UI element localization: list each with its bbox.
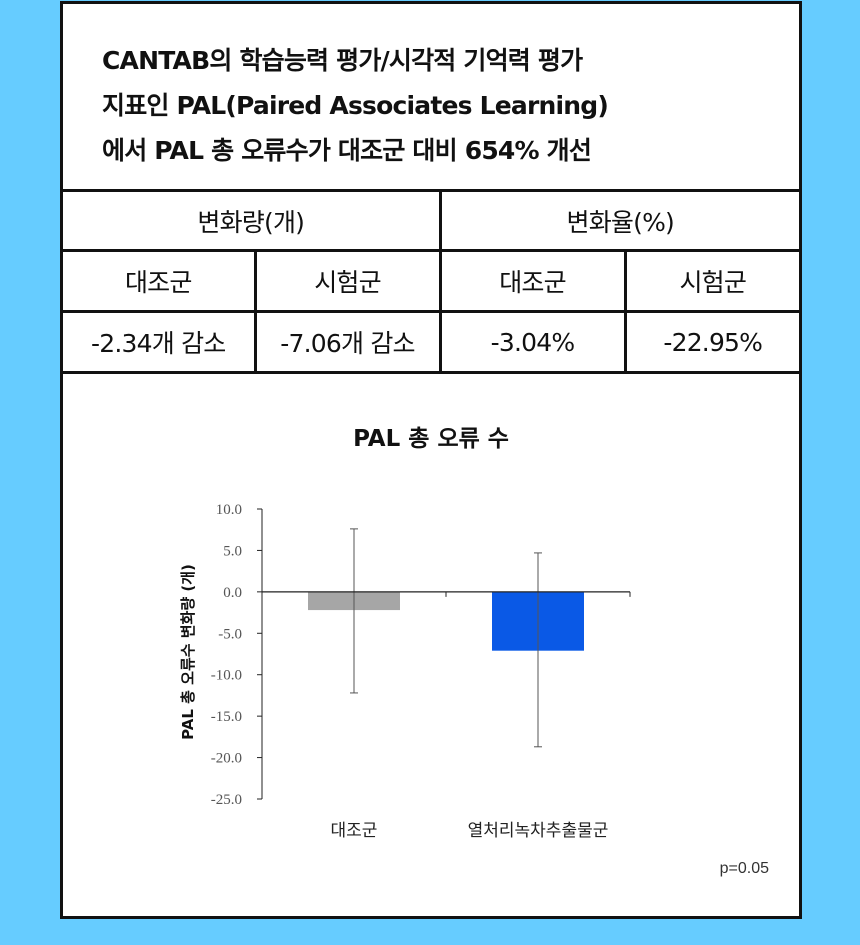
value-control-rate: -3.04% (438, 311, 625, 374)
y-tick-label: 10.0 (216, 502, 242, 518)
y-tick-label: 5.0 (223, 543, 242, 559)
sub-header-test-amount: 시험군 (253, 250, 440, 313)
chart-area: PAL 총 오류 수 PAL 총 오류수 변화량 (개) 10.0 5.0 0.0 -… (63, 374, 799, 914)
summary-table: 변화량(개) 변화율(%) 대조군 시험군 대조군 시험군 -2.34개 감소 … (63, 192, 799, 374)
sub-header-control-rate: 대조군 (438, 250, 625, 313)
y-tick-label: -25.0 (211, 792, 242, 808)
info-card: CANTAB의 학습능력 평가/시각적 기억력 평가 지표인 PAL(Paire… (60, 1, 802, 919)
y-tick-label: -20.0 (211, 751, 242, 767)
headline: CANTAB의 학습능력 평가/시각적 기억력 평가 지표인 PAL(Paire… (63, 4, 799, 192)
sub-header-row: 대조군 시험군 대조군 시험군 (63, 250, 799, 313)
headline-line-2: 지표인 PAL(Paired Associates Learning) (102, 91, 609, 120)
group-header-change-amount: 변화량(개) (63, 192, 440, 252)
sub-header-control-amount: 대조군 (63, 250, 255, 313)
value-control-amount: -2.34개 감소 (63, 311, 255, 374)
y-tick-label: -15.0 (211, 709, 242, 725)
x-category-label: 열처리녹차추출물군 (468, 821, 609, 841)
group-header-row: 변화량(개) 변화율(%) (63, 192, 799, 252)
p-value-annotation: p=0.05 (720, 860, 769, 877)
pal-error-bar-chart: PAL 총 오류 수 PAL 총 오류수 변화량 (개) 10.0 5.0 0.0 -… (179, 426, 769, 877)
value-test-amount: -7.06개 감소 (253, 311, 440, 374)
y-tick-label: -5.0 (218, 626, 242, 642)
y-axis-label: PAL 총 오류수 변화량 (개) (179, 564, 197, 740)
headline-line-3: 에서 PAL 총 오류수가 대조군 대비 654% 개선 (102, 136, 592, 165)
headline-line-1: CANTAB의 학습능력 평가/시각적 기억력 평가 (102, 46, 583, 75)
chart-title: PAL 총 오류 수 (353, 426, 509, 452)
value-test-rate: -22.95% (623, 311, 799, 374)
sub-header-test-rate: 시험군 (623, 250, 799, 313)
x-category-label: 대조군 (331, 821, 378, 841)
group-header-change-rate: 변화율(%) (438, 192, 799, 252)
y-tick-label: -10.0 (211, 668, 242, 684)
value-row: -2.34개 감소 -7.06개 감소 -3.04% -22.95% (63, 311, 799, 374)
y-tick-label: 0.0 (223, 585, 242, 601)
